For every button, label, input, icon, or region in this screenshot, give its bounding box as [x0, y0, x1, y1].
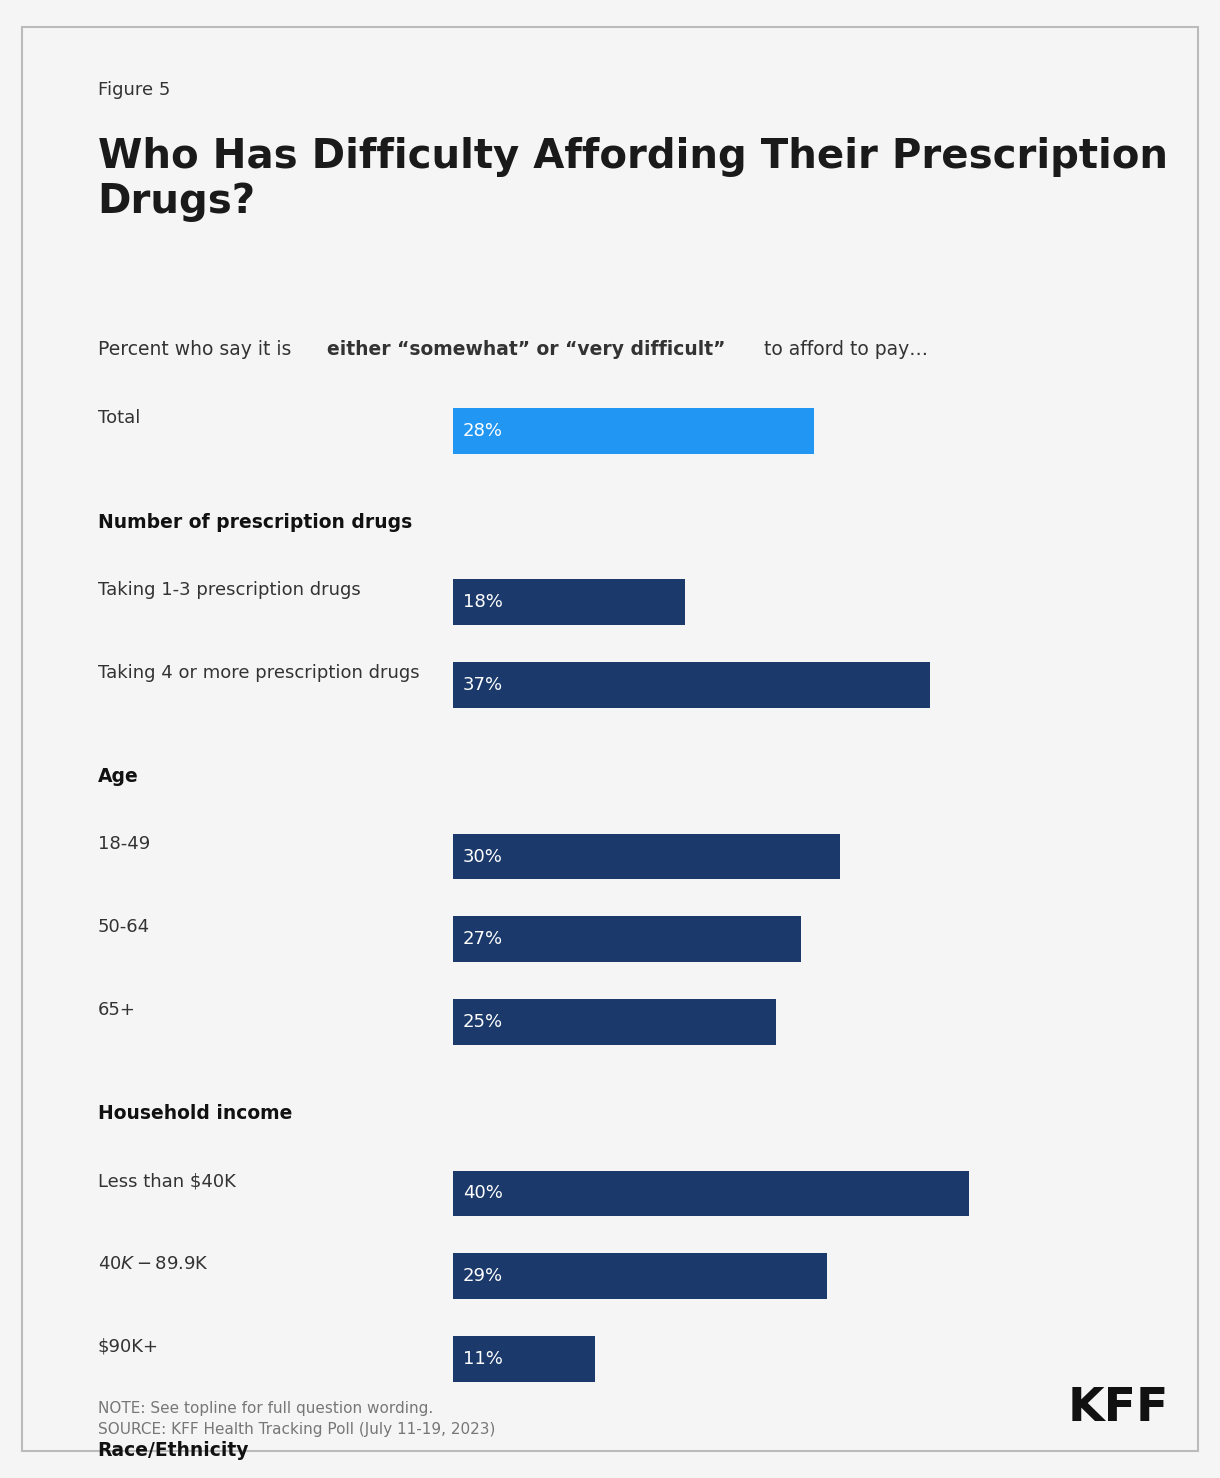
Text: KFF: KFF [1068, 1386, 1169, 1431]
Text: Total: Total [98, 409, 140, 427]
Text: Taking 4 or more prescription drugs: Taking 4 or more prescription drugs [98, 664, 420, 681]
Text: Less than $40K: Less than $40K [98, 1172, 235, 1190]
Text: Age: Age [98, 767, 138, 786]
Text: Who Has Difficulty Affording Their Prescription
Drugs?: Who Has Difficulty Affording Their Presc… [98, 137, 1168, 222]
Text: $90K+: $90K+ [98, 1338, 159, 1355]
Text: either “somewhat” or “very difficult”: either “somewhat” or “very difficult” [327, 340, 726, 359]
Text: Race/Ethnicity: Race/Ethnicity [98, 1441, 249, 1460]
Text: 25%: 25% [464, 1012, 503, 1032]
Text: Household income: Household income [98, 1104, 292, 1123]
Text: 11%: 11% [464, 1349, 503, 1369]
Text: to afford to pay…: to afford to pay… [758, 340, 927, 359]
Text: 27%: 27% [464, 930, 503, 949]
Text: 28%: 28% [464, 421, 503, 440]
Text: Number of prescription drugs: Number of prescription drugs [98, 513, 412, 532]
Text: 30%: 30% [464, 847, 503, 866]
Text: $40K-$89.9K: $40K-$89.9K [98, 1255, 209, 1273]
Text: 65+: 65+ [98, 1001, 135, 1018]
Text: 50-64: 50-64 [98, 918, 150, 936]
Text: Figure 5: Figure 5 [98, 81, 170, 99]
Text: 18%: 18% [464, 593, 503, 612]
Text: Percent who say it is: Percent who say it is [98, 340, 296, 359]
Text: 37%: 37% [464, 675, 503, 695]
Text: 18-49: 18-49 [98, 835, 150, 853]
Text: 40%: 40% [464, 1184, 503, 1203]
Text: 29%: 29% [464, 1267, 503, 1286]
Text: Taking 1-3 prescription drugs: Taking 1-3 prescription drugs [98, 581, 360, 599]
Text: NOTE: See topline for full question wording.
SOURCE: KFF Health Tracking Poll (J: NOTE: See topline for full question word… [98, 1401, 495, 1437]
